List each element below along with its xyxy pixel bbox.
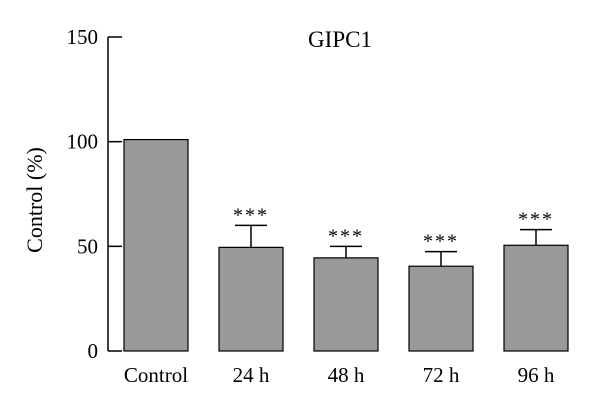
bar <box>503 244 569 352</box>
x-category-label: 96 h <box>518 363 555 387</box>
significance-label: *** <box>423 231 459 253</box>
x-category-label: Control <box>124 363 188 387</box>
significance-label: *** <box>518 209 554 231</box>
y-tick-label: 0 <box>88 339 99 363</box>
y-axis-label: Control (%) <box>22 147 47 253</box>
significance-label: *** <box>328 225 364 247</box>
x-category-label: 72 h <box>423 363 460 387</box>
x-category-label: 24 h <box>233 363 270 387</box>
chart-title: GIPC1 <box>308 27 372 52</box>
bar <box>123 138 189 352</box>
bar <box>313 257 379 352</box>
bars-group: *** *** *** *** <box>123 138 569 352</box>
significance-label: *** <box>233 204 269 226</box>
bar <box>218 246 284 352</box>
x-axis-labels: Control 24 h 48 h 72 h 96 h <box>124 363 555 387</box>
bar <box>408 265 474 352</box>
y-tick-label: 100 <box>67 130 99 154</box>
y-tick-label: 150 <box>67 25 99 49</box>
x-category-label: 48 h <box>328 363 365 387</box>
y-axis: 0 50 100 150 <box>67 25 122 363</box>
y-tick-label: 50 <box>77 234 98 258</box>
